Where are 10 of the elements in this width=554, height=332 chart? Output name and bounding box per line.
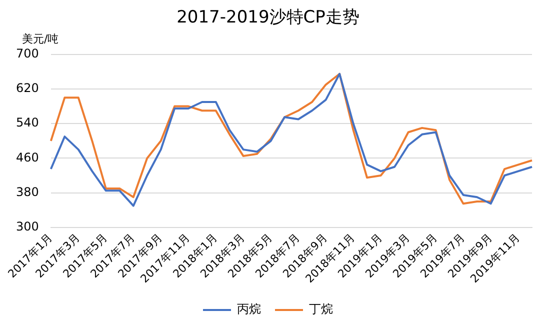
y-tick-label: 460 <box>16 150 39 164</box>
legend-label: 丁烷 <box>309 302 333 316</box>
y-axis-title: 美元/吨 <box>22 32 59 46</box>
y-tick-label: 380 <box>16 184 39 199</box>
chart-title: 2017-2019沙特CP走势 <box>176 8 360 28</box>
y-tick-label: 300 <box>16 220 39 234</box>
y-tick-label: 620 <box>16 81 39 96</box>
y-tick-label: 700 <box>16 46 39 61</box>
y-tick-label: 540 <box>16 116 39 130</box>
legend-label: 丙烷 <box>237 302 261 316</box>
